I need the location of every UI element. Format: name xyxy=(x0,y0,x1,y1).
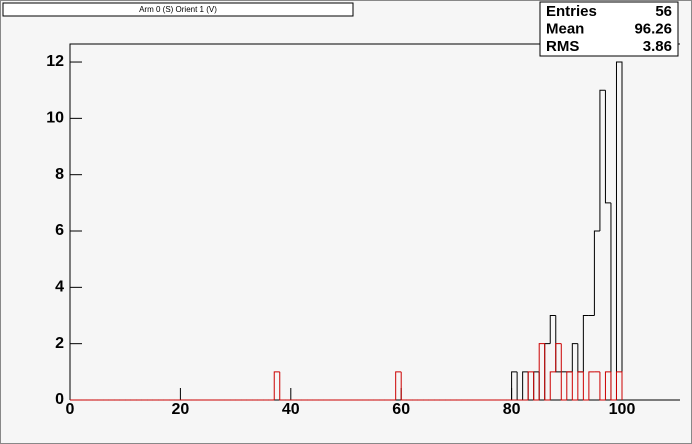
stats-label: RMS xyxy=(546,38,579,55)
histogram-bin xyxy=(604,90,611,204)
x-tick-label: 0 xyxy=(66,401,75,418)
title-box xyxy=(2,2,354,17)
y-tick-label: 2 xyxy=(55,335,64,352)
histogram-bin xyxy=(615,61,623,400)
histogram-bin xyxy=(582,315,589,372)
y-tick-label: 4 xyxy=(55,279,64,296)
plot: 0 2 4 6 8 10 12 0 20 40 60 80 100 xyxy=(46,43,680,418)
y-tick-label: 0 xyxy=(55,391,64,408)
y-tick-label: 12 xyxy=(46,53,64,70)
histogram-bin xyxy=(527,371,534,400)
histogram-bin xyxy=(577,371,584,400)
histogram-bin xyxy=(599,371,606,401)
stats-box xyxy=(539,1,679,57)
histogram-bin xyxy=(549,315,556,344)
chart-title: Arm 0 (S) Orient 1 (V) xyxy=(139,5,217,14)
histogram-bin xyxy=(560,343,567,401)
histogram-bin xyxy=(604,371,611,400)
histogram-bin xyxy=(588,371,595,400)
x-tick-label: 80 xyxy=(503,401,521,418)
frame xyxy=(69,43,680,400)
histogram-bin xyxy=(273,371,280,400)
stats-value: 96.26 xyxy=(634,20,672,37)
histogram-bin xyxy=(511,371,518,400)
stats-value: 56 xyxy=(655,3,672,20)
x-tick-label: 100 xyxy=(609,401,636,418)
histogram-bin xyxy=(571,371,578,401)
histogram-bin xyxy=(549,371,556,400)
y-tick-label: 8 xyxy=(55,166,64,183)
x-tick-label: 40 xyxy=(282,401,300,418)
x-tick-label: 60 xyxy=(392,401,410,418)
stats-value: 3.86 xyxy=(643,38,672,55)
histogram-bin xyxy=(279,371,286,401)
histogram-bin xyxy=(610,371,617,401)
histogram-bin xyxy=(571,343,578,372)
y-tick-label: 10 xyxy=(46,110,64,127)
histogram-bin xyxy=(533,371,540,401)
histogram-bin xyxy=(522,371,529,400)
y-tick-label: 6 xyxy=(55,222,64,239)
histogram-bin xyxy=(400,371,407,401)
histogram-bin xyxy=(566,371,573,400)
histogram-bin xyxy=(599,89,606,232)
histogram-bin xyxy=(615,371,623,400)
x-tick-label: 20 xyxy=(172,401,190,418)
stats-label: Entries xyxy=(546,3,597,20)
histogram-bin xyxy=(395,371,402,400)
stats-label: Mean xyxy=(546,20,584,37)
histogram-bin xyxy=(538,343,545,400)
histogram-bin xyxy=(582,371,589,401)
histogram-bin xyxy=(544,343,551,401)
histogram-bin xyxy=(593,230,600,316)
histogram-bin xyxy=(555,343,562,372)
